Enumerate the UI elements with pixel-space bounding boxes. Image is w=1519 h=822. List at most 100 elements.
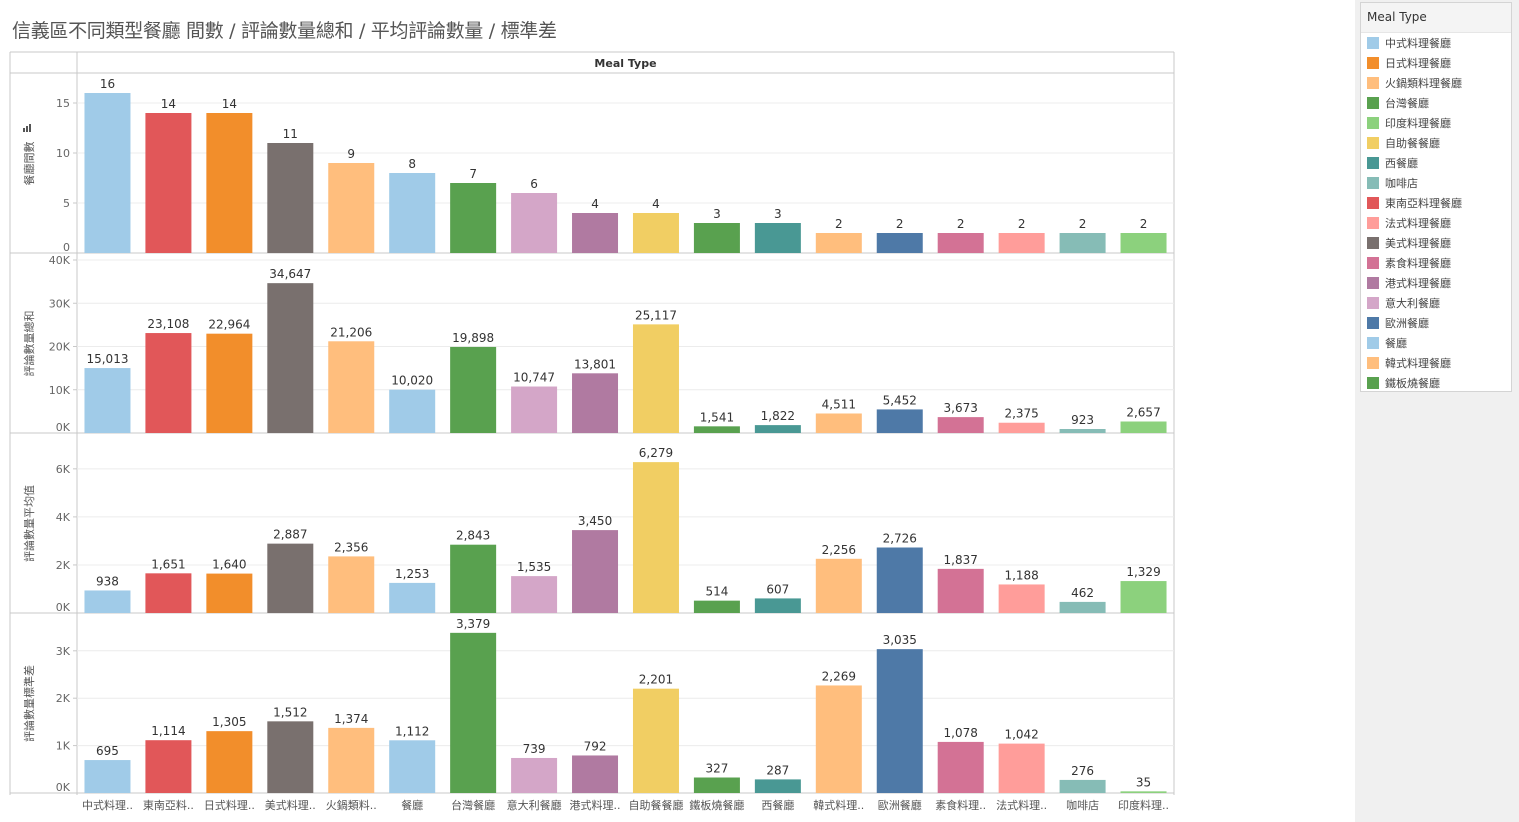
- legend-title: Meal Type: [1361, 3, 1511, 33]
- legend-item[interactable]: 自助餐餐廳: [1361, 133, 1511, 153]
- data-label: 3,673: [944, 401, 978, 415]
- data-label: 9: [347, 147, 355, 161]
- y-tick-label: 30K: [49, 297, 71, 310]
- legend-swatch: [1367, 97, 1379, 109]
- data-label: 3,450: [578, 514, 612, 528]
- x-tick-label: 台灣餐廳: [451, 798, 495, 812]
- bar: [267, 543, 314, 613]
- bar: [206, 573, 253, 613]
- bar: [876, 649, 923, 793]
- bar: [511, 757, 558, 793]
- data-label: 1,541: [700, 410, 734, 424]
- y-tick-label: 2K: [56, 692, 71, 705]
- legend-label: 印度料理餐廳: [1385, 117, 1451, 130]
- legend-item[interactable]: 意大利餐廳: [1361, 293, 1511, 313]
- bar: [876, 409, 923, 433]
- sort-icon-bar: [29, 124, 31, 132]
- legend-item[interactable]: 鐵板燒餐廳: [1361, 373, 1511, 393]
- legend-item[interactable]: 美式料理餐廳: [1361, 233, 1511, 253]
- bar: [754, 223, 801, 253]
- data-label: 938: [96, 574, 119, 588]
- data-label: 923: [1071, 413, 1094, 427]
- x-tick-label: 東南亞料..: [143, 798, 194, 812]
- y-axis-label: 評論數量總和: [22, 311, 36, 377]
- data-label: 10,747: [513, 371, 555, 385]
- bar: [328, 163, 375, 253]
- bar: [1059, 233, 1106, 253]
- x-tick-label: 法式料理..: [996, 798, 1047, 812]
- data-label: 1,822: [761, 409, 795, 423]
- bar: [1120, 791, 1167, 793]
- legend-item[interactable]: 餐廳: [1361, 333, 1511, 353]
- data-label: 8: [408, 157, 416, 171]
- data-label: 11: [283, 127, 298, 141]
- legend-item[interactable]: 歐洲餐廳: [1361, 313, 1511, 333]
- bar: [632, 462, 679, 613]
- bar: [84, 760, 131, 793]
- legend-item[interactable]: 韓式料理餐廳: [1361, 353, 1511, 373]
- bar: [632, 324, 679, 433]
- bar: [572, 530, 619, 613]
- data-label: 4: [591, 197, 599, 211]
- data-label: 2: [1079, 217, 1087, 231]
- legend-item[interactable]: 台灣餐廳: [1361, 93, 1511, 113]
- y-tick-label: 0: [63, 241, 70, 254]
- data-label: 6,279: [639, 446, 673, 460]
- bar: [145, 333, 192, 433]
- x-tick-label: 西餐廳: [761, 798, 794, 812]
- bar: [1059, 429, 1106, 433]
- legend-label: 咖啡店: [1385, 177, 1418, 190]
- data-label: 14: [161, 97, 176, 111]
- bar: [632, 688, 679, 793]
- bar: [450, 183, 497, 253]
- legend-item[interactable]: 法式料理餐廳: [1361, 213, 1511, 233]
- bar: [84, 93, 131, 253]
- legend-label: 火鍋類料理餐廳: [1385, 77, 1462, 90]
- bar: [145, 740, 192, 793]
- legend-item[interactable]: 印度料理餐廳: [1361, 113, 1511, 133]
- bar: [450, 632, 497, 793]
- bar: [754, 598, 801, 613]
- legend-item[interactable]: 港式料理餐廳: [1361, 273, 1511, 293]
- y-axis-label: 評論數量標準差: [22, 665, 36, 742]
- bar: [389, 740, 436, 793]
- bar: [693, 600, 740, 613]
- bar: [876, 233, 923, 253]
- bar: [632, 213, 679, 253]
- data-label: 1,512: [273, 705, 307, 719]
- bar: [998, 422, 1045, 433]
- bar: [998, 584, 1045, 613]
- y-tick-label: 10K: [49, 384, 71, 397]
- y-axis-label: 餐廳間數: [22, 142, 36, 186]
- data-label: 2,201: [639, 673, 673, 687]
- bar: [389, 582, 436, 613]
- legend-item[interactable]: 中式料理餐廳: [1361, 33, 1511, 53]
- legend-item[interactable]: 咖啡店: [1361, 173, 1511, 193]
- legend: Meal Type 中式料理餐廳 日式料理餐廳火鍋類料理餐廳台灣餐廳印度料理餐廳自…: [1360, 2, 1512, 392]
- legend-item[interactable]: 素食料理餐廳: [1361, 253, 1511, 273]
- legend-swatch: [1367, 57, 1379, 69]
- bar: [754, 779, 801, 793]
- x-tick-label: 歐洲餐廳: [878, 798, 922, 812]
- bar: [328, 556, 375, 613]
- bar: [206, 113, 253, 253]
- legend-item[interactable]: 西餐廳: [1361, 153, 1511, 173]
- y-tick-label: 1K: [56, 740, 71, 753]
- legend-item[interactable]: 火鍋類料理餐廳: [1361, 73, 1511, 93]
- bar: [450, 544, 497, 613]
- data-label: 1,374: [334, 712, 368, 726]
- bar: [511, 193, 558, 253]
- bar: [937, 568, 984, 613]
- data-label: 1,114: [151, 724, 185, 738]
- legend-item[interactable]: 東南亞料理餐廳: [1361, 193, 1511, 213]
- x-tick-label: 美式料理..: [265, 798, 316, 812]
- sort-icon[interactable]: [23, 124, 31, 132]
- x-tick-label: 咖啡店: [1066, 798, 1099, 812]
- legend-item[interactable]: 日式料理餐廳: [1361, 53, 1511, 73]
- data-label: 739: [523, 742, 546, 756]
- bar: [998, 233, 1045, 253]
- data-label: 1,651: [151, 557, 185, 571]
- y-tick-label: 0K: [56, 781, 71, 794]
- legend-label: 西餐廳: [1385, 157, 1418, 170]
- data-label: 2,375: [1004, 407, 1038, 421]
